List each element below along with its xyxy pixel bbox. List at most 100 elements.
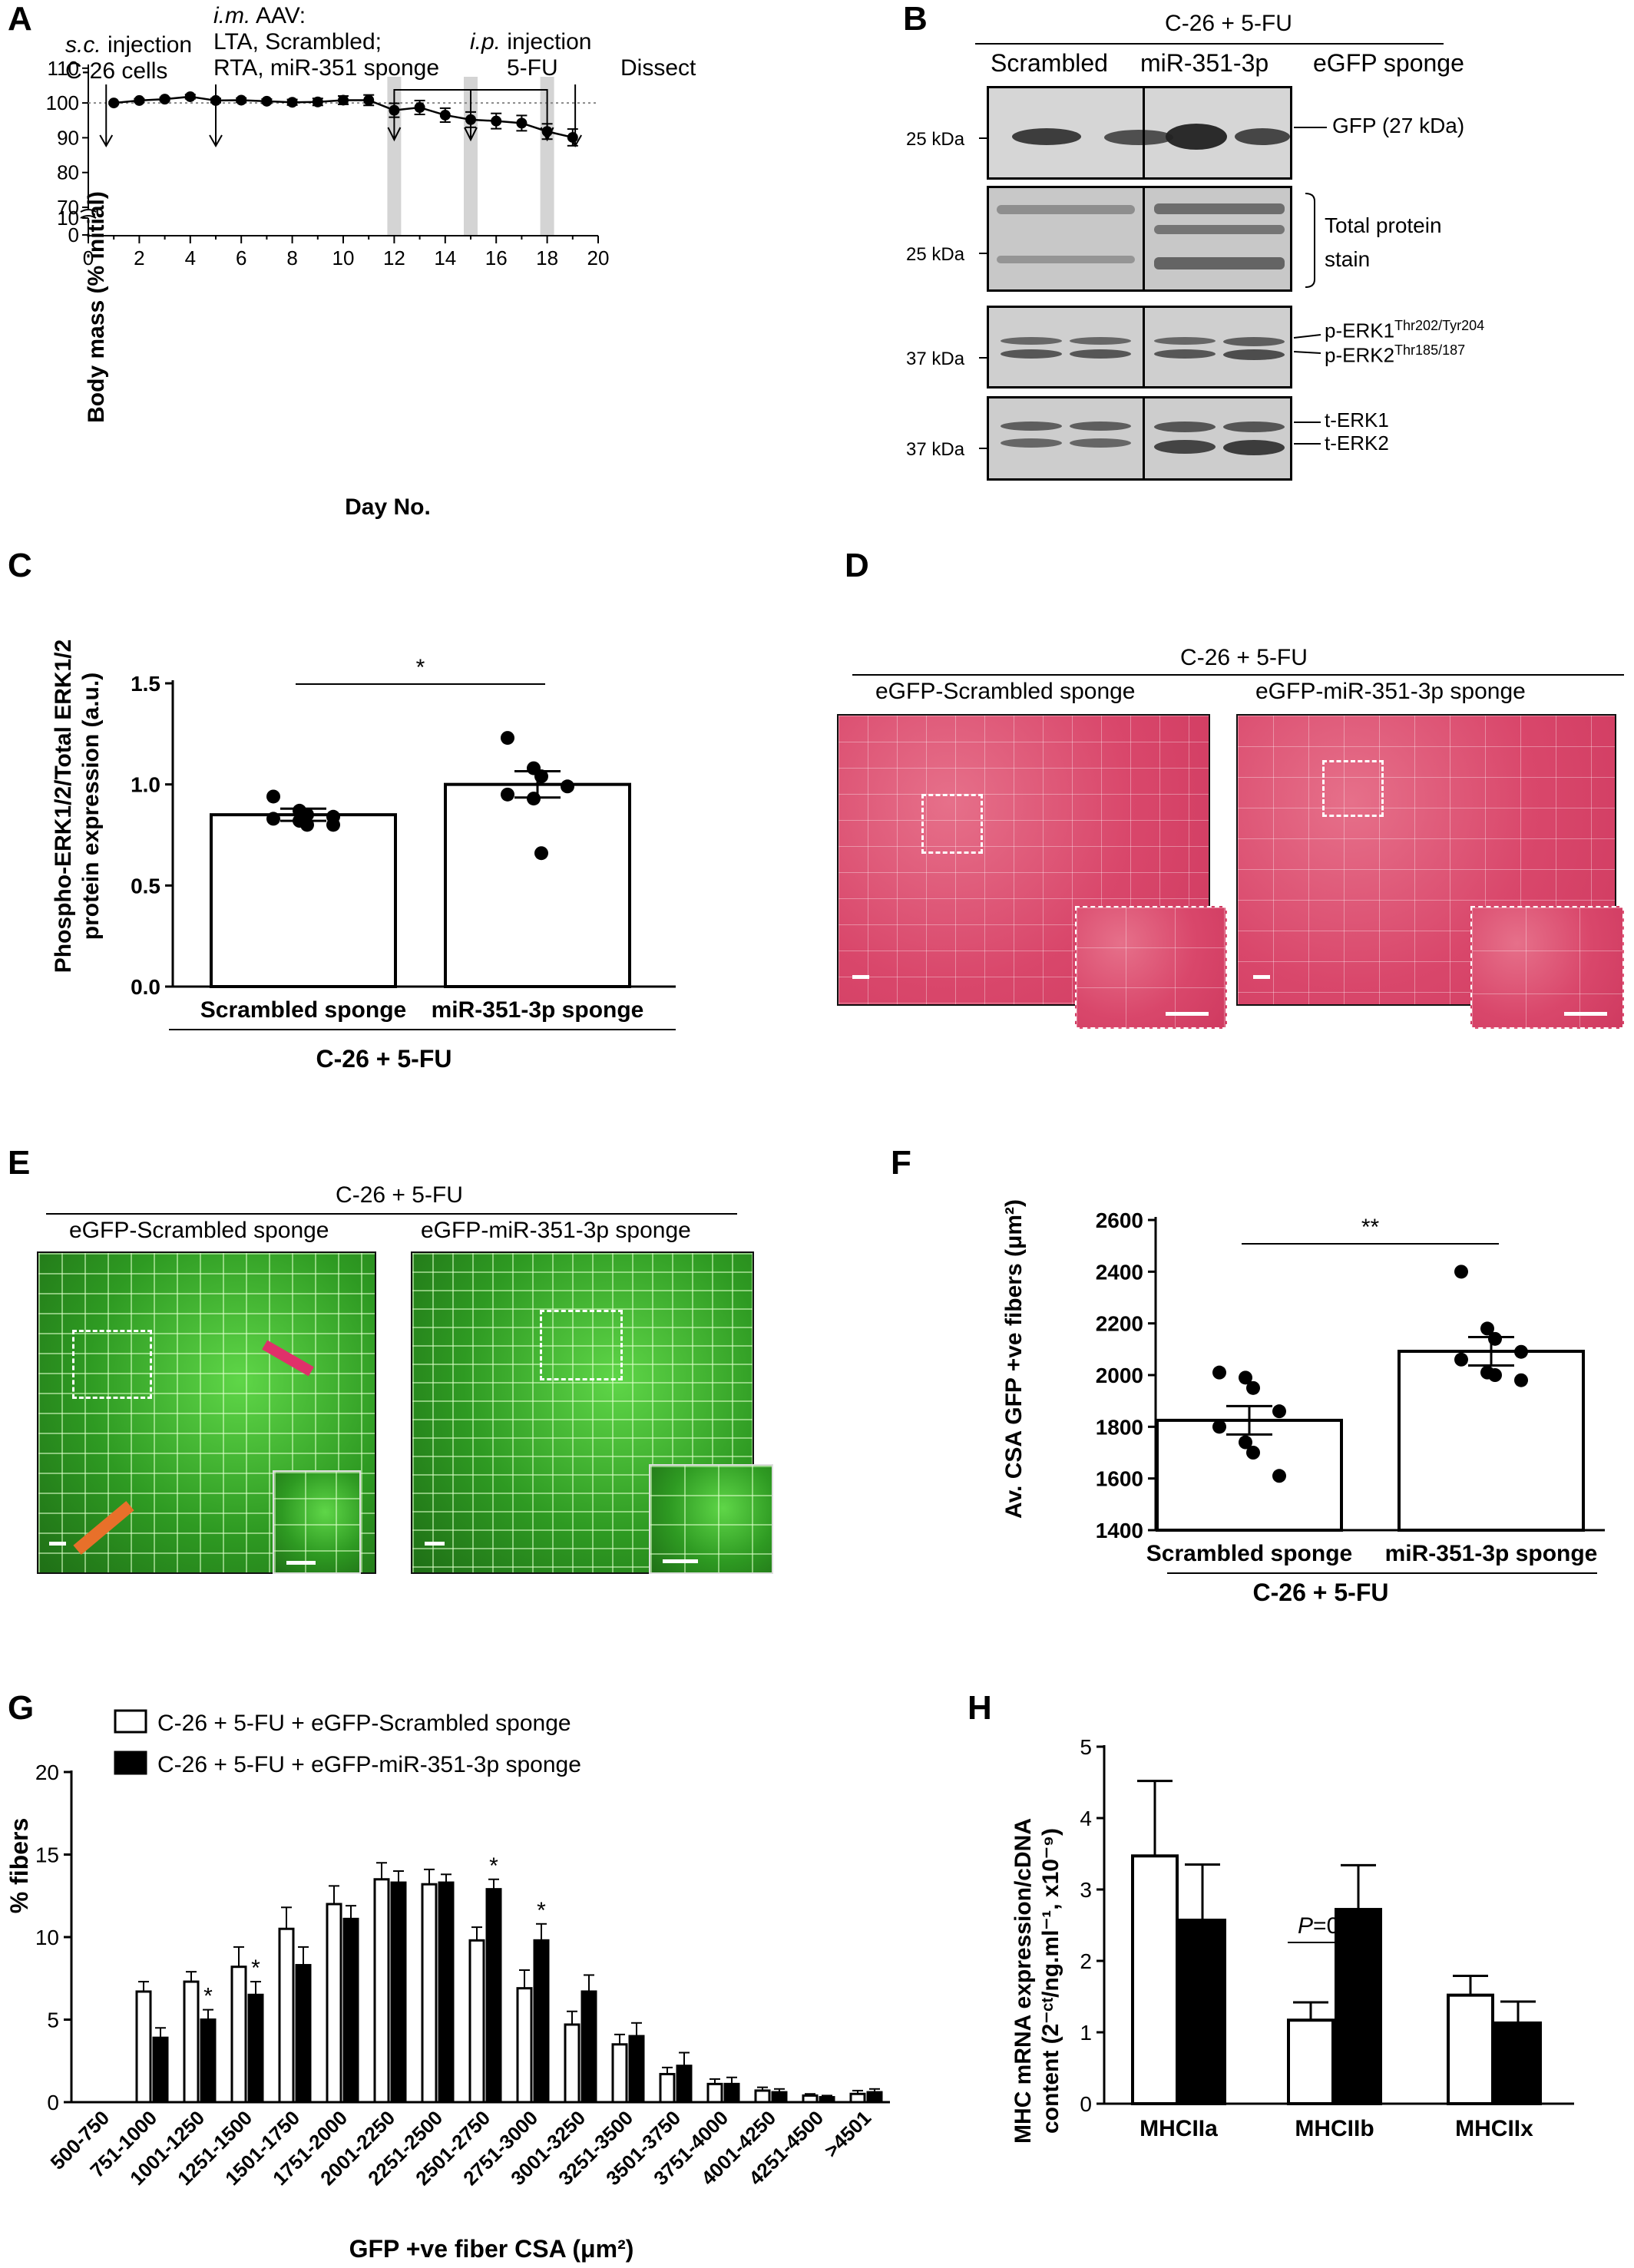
panel-e-header-line [46,1213,737,1215]
panel-letter-h: H [968,1689,992,1727]
data-point [1272,1469,1286,1483]
data-point [1454,1352,1468,1367]
x-tick-label: 10 [332,246,355,269]
blot-gfp [987,86,1292,180]
label-t-erk1: t-ERK1 [1325,408,1389,431]
data-point [312,96,323,107]
data-point [1514,1373,1528,1387]
bar-mir351 [295,1964,312,2104]
blot-total-protein [987,186,1292,292]
panel-a-ylabel: Body mass (% initial) [84,191,109,423]
y-tick-label: 90 [57,126,79,149]
legend-swatch [114,1709,147,1734]
blot-group-scrambled: Scrambled [991,49,1108,77]
y-tick-label: 0 [1080,2092,1092,2116]
bar-mir351 [819,2096,835,2104]
panel-d-right-label: eGFP-miR-351-3p sponge [1255,679,1526,704]
data-point [108,98,120,109]
y-tick-label: 2200 [1096,1312,1143,1336]
bar-scrambled [849,2092,866,2104]
x-tick-label: 0 [83,246,94,269]
data-point [1239,1435,1252,1450]
axis-break [80,209,97,213]
mw-label-4: 37 kDa [906,439,965,460]
x-tick-label: 6 [236,246,246,269]
scale-bar [852,975,869,979]
panel-letter-b: B [903,0,928,38]
injection-shade [387,77,402,235]
y-tick-label: 0.0 [131,975,160,999]
category-label: miR-351-3p sponge [1385,1541,1598,1566]
bar [210,813,397,988]
blot-p-erk [987,306,1292,388]
y-tick-label: 0.5 [131,874,160,898]
bar-mir351 [342,1917,359,2104]
label-total-protein-2: stain [1325,247,1371,271]
blot-header-line [975,43,1444,45]
data-point [1239,1370,1252,1385]
significance-marker: * [489,1853,498,1879]
bar-scrambled [1447,1993,1494,2106]
data-point [1212,1365,1226,1380]
data-point [1454,1265,1468,1279]
legend-label: C-26 + 5-FU + eGFP-miR-351-3p sponge [157,1752,581,1777]
label-gfp: GFP (27 kDa) [1332,114,1465,137]
panel-f-chart: Av. CSA GFP +ve fibers (μm²) C-26 + 5-FU… [1001,1199,1605,1606]
roi-box [72,1330,152,1399]
bar-mir351 [771,2091,788,2104]
bar-mir351 [485,1888,502,2104]
bar-scrambled [421,1883,438,2104]
sc-annotation-line2: C-26 cells [65,58,167,84]
x-tick-label: 20 [587,246,610,269]
data-point [501,787,514,802]
legend-label: C-26 + 5-FU + eGFP-Scrambled sponge [157,1711,571,1736]
inset-scale-bar [663,1559,698,1563]
arrow-im-injection-head [209,134,223,148]
panel-a-chart: s.c. injection C-26 cells i.m. AAV: LTA,… [46,3,696,520]
bar-mir351 [723,2082,740,2104]
bar-mir351 [152,2036,169,2104]
data-point [266,812,280,826]
y-tick-label: 15 [35,1843,59,1867]
panel-g-xlabel: GFP +ve fiber CSA (μm²) [349,2235,634,2263]
data-point [439,109,451,121]
mw-label-3: 37 kDa [906,349,965,369]
panel-g-ylabel: % fibers [5,1818,33,1913]
panel-h-ylabel-2: content (2⁻ᶜᵗ/ng.ml⁻¹, x10⁻⁹) [1038,1828,1063,2134]
panel-e-fluorescence: C-26 + 5-FU eGFP-Scrambled sponge eGFP-m… [0,1182,814,1582]
significance-marker: * [416,655,425,680]
bar-mir351 [533,1939,550,2104]
y-tick-label: 4 [1080,1807,1092,1830]
x-tick-label: 2 [134,246,144,269]
bar-scrambled [468,1939,485,2104]
y-tick-label: 2000 [1096,1364,1143,1387]
roi-box [540,1310,623,1380]
axis-break [80,215,97,219]
y-tick-label: 5 [47,2008,59,2032]
panel-letter-e: E [8,1144,31,1182]
y-tick-label: 2600 [1096,1208,1143,1232]
data-point [516,117,528,129]
bar-mir351 [580,1990,597,2104]
bar-scrambled [1287,2018,1335,2105]
bar-scrambled [230,1965,247,2104]
data-point [300,818,314,832]
significance-marker: * [537,1898,546,1923]
data-point [561,779,574,794]
panel-a-xlabel: Day No. [345,494,431,520]
bar-scrambled [1131,1854,1179,2105]
data-point [134,94,145,106]
y-tick-label: 5 [1080,1735,1092,1759]
panel-f-ylabel: Av. CSA GFP +ve fibers (μm²) [1001,1199,1027,1519]
bar-scrambled [373,1878,390,2104]
panel-f-group-label: C-26 + 5-FU [1253,1579,1389,1606]
bar-scrambled [611,2043,628,2104]
y-tick-label: 3 [1080,1878,1092,1902]
im-annotation-line3: RTA, miR-351 sponge [213,55,439,81]
y-tick-label: 1400 [1096,1519,1143,1542]
panel-e-right-label: eGFP-miR-351-3p sponge [421,1218,691,1243]
y-tick-label: 1.0 [131,773,160,797]
panel-e-left-label: eGFP-Scrambled sponge [69,1218,329,1243]
blot-group-suffix: eGFP sponge [1313,49,1464,77]
arrow-ip-head [464,127,478,142]
